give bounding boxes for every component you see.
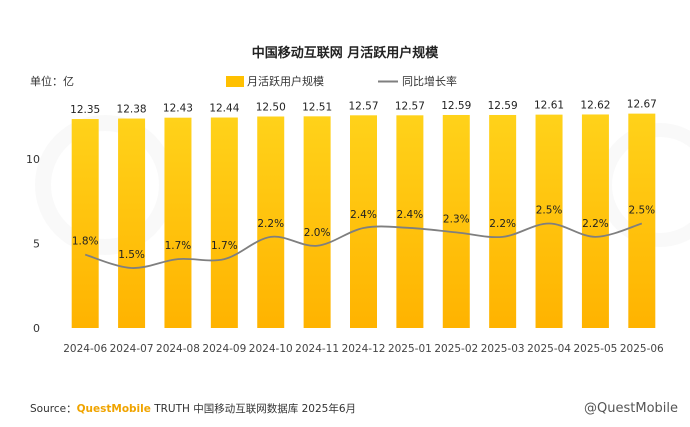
growth-rate-label: 1.7% — [165, 240, 192, 252]
bar-value-label: 12.59 — [488, 100, 518, 112]
growth-rate-labels: 1.8% 1.5% 1.7% 1.7% 2.2% 2.0% 2.4% 2.4% 2.3% 2.2%… — [72, 205, 655, 262]
bar — [257, 116, 285, 328]
x-tick-label: 2025-05 — [573, 343, 617, 355]
bar-value-label: 12.57 — [348, 100, 378, 112]
x-axis: 2024-06 2024-07 2024-08 2024-09 2024-10 2024-… — [63, 343, 664, 355]
bar-value-label: 12.43 — [163, 103, 193, 115]
x-tick-label: 2024-07 — [110, 343, 154, 355]
bar-value-label: 12.38 — [117, 104, 147, 116]
bar-value-labels: 12.35 12.38 12.43 12.44 12.50 12.51 12.57 12.57… — [70, 99, 657, 116]
source-brand: QuestMobile — [77, 403, 151, 415]
bar — [303, 116, 331, 328]
bar-value-label: 12.62 — [580, 99, 610, 111]
y-tick-label: 5 — [33, 237, 40, 250]
legend: 月活跃用户规模 同比增长率 — [226, 74, 457, 88]
bar — [396, 115, 424, 328]
bar-value-label: 12.67 — [627, 99, 657, 111]
unit-label: 单位：亿 — [30, 74, 74, 88]
growth-rate-label: 1.7% — [211, 240, 238, 252]
bar — [535, 114, 563, 329]
growth-rate-label: 2.4% — [350, 209, 377, 221]
legend-bar-label: 月活跃用户规模 — [247, 74, 324, 88]
growth-rate-label: 2.0% — [304, 227, 331, 239]
bar — [489, 114, 517, 328]
bar — [71, 119, 99, 329]
growth-rate-label: 1.8% — [72, 236, 99, 248]
bar-series — [71, 113, 656, 329]
bar-value-label: 12.35 — [70, 104, 100, 116]
x-tick-label: 2025-04 — [527, 343, 571, 355]
x-tick-label: 2025-06 — [620, 343, 664, 355]
x-tick-label: 2024-12 — [342, 343, 386, 355]
growth-rate-label: 2.2% — [489, 218, 516, 230]
growth-rate-line — [84, 222, 643, 269]
watermark: @QuestMobile — [584, 401, 678, 416]
bar — [442, 114, 470, 328]
bar — [581, 114, 609, 328]
source-prefix: Source： — [30, 403, 77, 415]
growth-rate-label: 2.3% — [443, 213, 470, 225]
bar — [628, 113, 656, 328]
x-tick-label: 2024-06 — [63, 343, 107, 355]
source-text: TRUTH 中国移动互联网数据库 2025年6月 — [151, 402, 356, 415]
growth-rate-label: 2.5% — [628, 205, 655, 217]
legend-line-label: 同比增长率 — [402, 74, 457, 88]
bar-value-label: 12.61 — [534, 100, 564, 112]
y-tick-label: 10 — [26, 153, 40, 166]
source-note: Source：QuestMobile TRUTH 中国移动互联网数据库 2025… — [30, 402, 356, 415]
chart-title: 中国移动互联网 月活跃用户规模 — [252, 45, 440, 61]
bar — [350, 115, 377, 328]
bar — [210, 117, 238, 328]
x-tick-label: 2024-09 — [202, 343, 246, 355]
x-tick-label: 2024-08 — [156, 343, 200, 355]
x-tick-label: 2025-02 — [434, 343, 478, 355]
bar-value-label: 12.51 — [302, 101, 332, 113]
y-axis: 0 5 10 — [26, 153, 40, 335]
x-tick-label: 2024-10 — [249, 343, 293, 355]
y-tick-label: 0 — [33, 322, 40, 335]
growth-rate-label: 2.4% — [397, 209, 424, 221]
bar-value-label: 12.57 — [395, 100, 425, 112]
growth-rate-label: 2.5% — [536, 205, 563, 217]
bar-value-label: 12.59 — [441, 100, 471, 112]
x-tick-label: 2024-11 — [295, 343, 339, 355]
legend-bar-swatch — [226, 76, 244, 87]
bar — [164, 117, 192, 328]
bar — [118, 118, 146, 329]
bar-value-label: 12.50 — [256, 102, 286, 114]
x-tick-label: 2025-03 — [481, 343, 525, 355]
growth-rate-label: 2.2% — [582, 218, 609, 230]
bar-value-label: 12.44 — [209, 103, 239, 115]
growth-rate-label: 2.2% — [257, 218, 284, 230]
x-tick-label: 2025-01 — [388, 343, 432, 355]
growth-rate-label: 1.5% — [118, 249, 145, 261]
